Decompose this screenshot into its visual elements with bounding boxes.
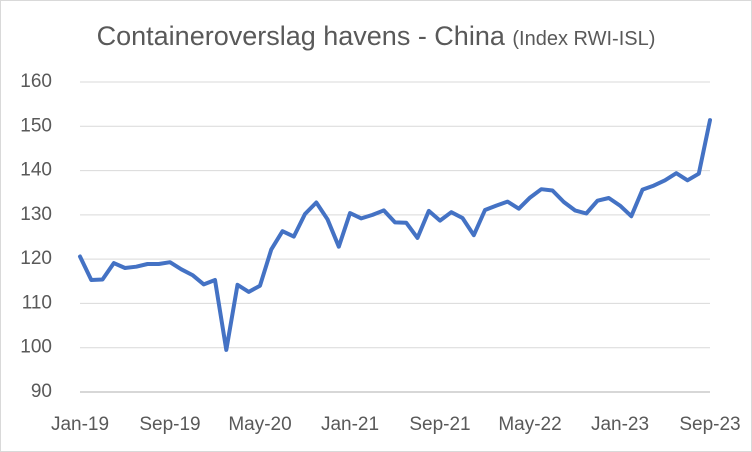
y-tick-label: 160	[20, 71, 52, 92]
data-point	[652, 184, 656, 188]
x-axis-ticks: Jan-19 Sep-19 May-20 Jan-21 Sep-21 May-22 Jan-…	[51, 414, 741, 435]
data-point	[618, 204, 622, 208]
data-point	[224, 348, 228, 352]
data-point	[663, 178, 667, 182]
data-point	[157, 262, 161, 266]
x-tick-label: Jan-19	[51, 414, 109, 435]
data-point	[134, 265, 138, 269]
gridlines	[80, 81, 710, 393]
data-point	[461, 216, 465, 220]
data-point	[326, 217, 330, 221]
data-point	[641, 188, 645, 192]
y-tick-label: 130	[20, 204, 52, 225]
data-point	[483, 208, 487, 212]
data-point	[674, 171, 678, 175]
data-point	[528, 196, 532, 200]
data-point	[596, 199, 600, 203]
data-point	[573, 208, 577, 212]
data-point	[562, 200, 566, 204]
y-tick-label: 120	[20, 248, 52, 269]
data-point	[337, 245, 341, 249]
data-point	[393, 220, 397, 224]
data-point	[382, 208, 386, 212]
data-point	[168, 260, 172, 264]
data-point	[146, 262, 150, 266]
data-point	[89, 278, 93, 282]
chart-title-main: Containeroverslag havens - China	[96, 21, 505, 51]
chart-subtitle: (Index RWI-ISL)	[512, 28, 656, 50]
data-point	[697, 172, 701, 176]
chart-title: Containeroverslag havens - China (Index …	[0, 18, 752, 57]
data-point	[281, 229, 285, 233]
data-point	[236, 283, 240, 287]
data-point	[258, 284, 262, 288]
data-point	[584, 212, 588, 216]
y-tick-label: 110	[22, 292, 52, 313]
data-point	[123, 266, 127, 270]
data-point	[539, 187, 543, 191]
data-point	[359, 216, 363, 220]
data-point	[629, 214, 633, 218]
data-point	[449, 210, 453, 214]
y-tick-label: 140	[20, 160, 52, 181]
x-tick-label: Sep-21	[409, 414, 470, 435]
data-point	[292, 235, 296, 239]
data-point	[551, 189, 555, 193]
data-point	[472, 233, 476, 237]
data-point	[607, 196, 611, 200]
data-points	[78, 118, 712, 352]
data-point	[78, 254, 82, 258]
data-point	[494, 204, 498, 208]
data-point	[506, 200, 510, 204]
data-point	[269, 247, 273, 251]
y-tick-label: 150	[20, 115, 52, 136]
x-tick-label: May-20	[228, 414, 291, 435]
data-point	[438, 219, 442, 223]
y-axis-ticks: 90 100 110 120 130 140 150 160	[20, 71, 52, 402]
data-point	[348, 211, 352, 215]
data-point	[101, 278, 105, 282]
series-line	[78, 118, 712, 352]
data-point	[303, 212, 307, 216]
y-tick-label: 90	[31, 381, 52, 402]
data-point	[371, 213, 375, 217]
data-point	[427, 209, 431, 213]
data-point	[179, 267, 183, 271]
data-point	[202, 282, 206, 286]
data-point	[708, 118, 712, 122]
data-point	[416, 236, 420, 240]
data-point	[112, 261, 116, 265]
data-point	[686, 178, 690, 182]
data-point	[247, 290, 251, 294]
data-point	[191, 273, 195, 277]
data-point	[213, 278, 217, 282]
data-point	[314, 200, 318, 204]
x-tick-label: Jan-21	[321, 414, 379, 435]
x-tick-label: Sep-23	[679, 414, 740, 435]
data-point	[404, 221, 408, 225]
y-tick-label: 100	[20, 337, 52, 358]
x-tick-label: May-22	[498, 414, 561, 435]
x-tick-label: Jan-23	[591, 414, 649, 435]
data-point	[517, 207, 521, 211]
x-tick-label: Sep-19	[139, 414, 200, 435]
